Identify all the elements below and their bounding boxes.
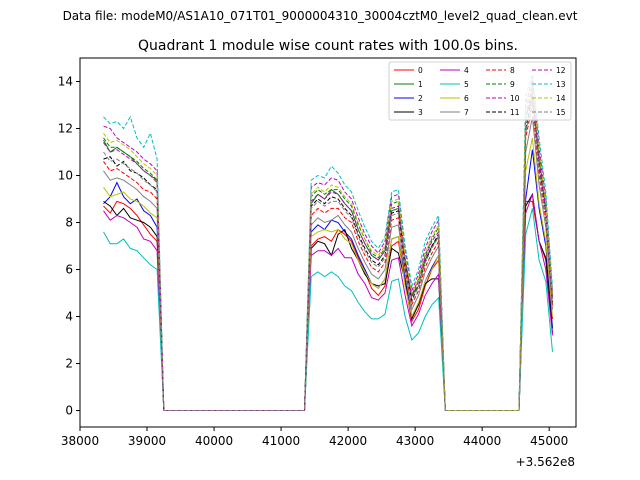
y-tick-label: 12 — [58, 122, 73, 136]
legend-label-3: 3 — [418, 108, 423, 117]
axes-frame — [79, 57, 577, 428]
legend-label-6: 6 — [464, 94, 469, 103]
y-tick-label: 0 — [65, 404, 73, 418]
series-line-4 — [103, 194, 553, 411]
series-line-9 — [103, 86, 553, 411]
y-tick-label: 14 — [58, 75, 73, 89]
legend-label-4: 4 — [464, 66, 469, 75]
legend-label-1: 1 — [418, 80, 423, 89]
legend-label-5: 5 — [464, 80, 469, 89]
series-line-8 — [103, 104, 553, 411]
legend-box — [388, 61, 572, 121]
legend-label-13: 13 — [556, 80, 566, 89]
series-line-3 — [103, 192, 553, 411]
x-tick-label: 44000 — [463, 434, 501, 448]
series-line-15 — [103, 100, 553, 411]
series-line-7 — [103, 116, 553, 411]
x-tick-label: 45000 — [530, 434, 568, 448]
x-tick-label: 42000 — [329, 434, 367, 448]
legend-label-2: 2 — [418, 94, 423, 103]
legend-label-10: 10 — [510, 94, 520, 103]
chart-title: Quadrant 1 module wise count rates with … — [138, 38, 518, 54]
y-tick-label: 2 — [65, 357, 73, 371]
legend-label-15: 15 — [556, 108, 566, 117]
x-tick-label: 39000 — [128, 434, 166, 448]
y-tick-label: 4 — [65, 310, 73, 324]
legend-label-0: 0 — [418, 66, 423, 75]
series-line-13 — [103, 74, 553, 411]
series-line-0 — [103, 200, 553, 411]
legend-label-14: 14 — [556, 94, 566, 103]
x-tick-label: 41000 — [262, 434, 300, 448]
series-line-10 — [103, 79, 553, 411]
legend-label-12: 12 — [556, 66, 566, 75]
series-line-12 — [103, 90, 553, 411]
suptitle: Data file: modeM0/AS1A10_071T01_90000043… — [63, 9, 578, 23]
y-tick-label: 10 — [58, 169, 73, 183]
legend-label-11: 11 — [510, 108, 520, 117]
x-tick-label: 40000 — [195, 434, 233, 448]
y-tick-label: 8 — [65, 216, 73, 230]
x-tick-label: 38000 — [61, 434, 99, 448]
x-offset-label: +3.562e8 — [516, 455, 575, 469]
series-line-14 — [103, 83, 553, 411]
y-tick-label: 6 — [65, 263, 73, 277]
legend-label-7: 7 — [464, 108, 469, 117]
plot-area: 38000 39000 40000 41000 42000 43000 44000 45000… — [58, 57, 577, 448]
legend-label-8: 8 — [510, 66, 515, 75]
series-line-1 — [103, 98, 553, 411]
x-tick-label: 43000 — [396, 434, 434, 448]
legend-label-9: 9 — [510, 80, 515, 89]
